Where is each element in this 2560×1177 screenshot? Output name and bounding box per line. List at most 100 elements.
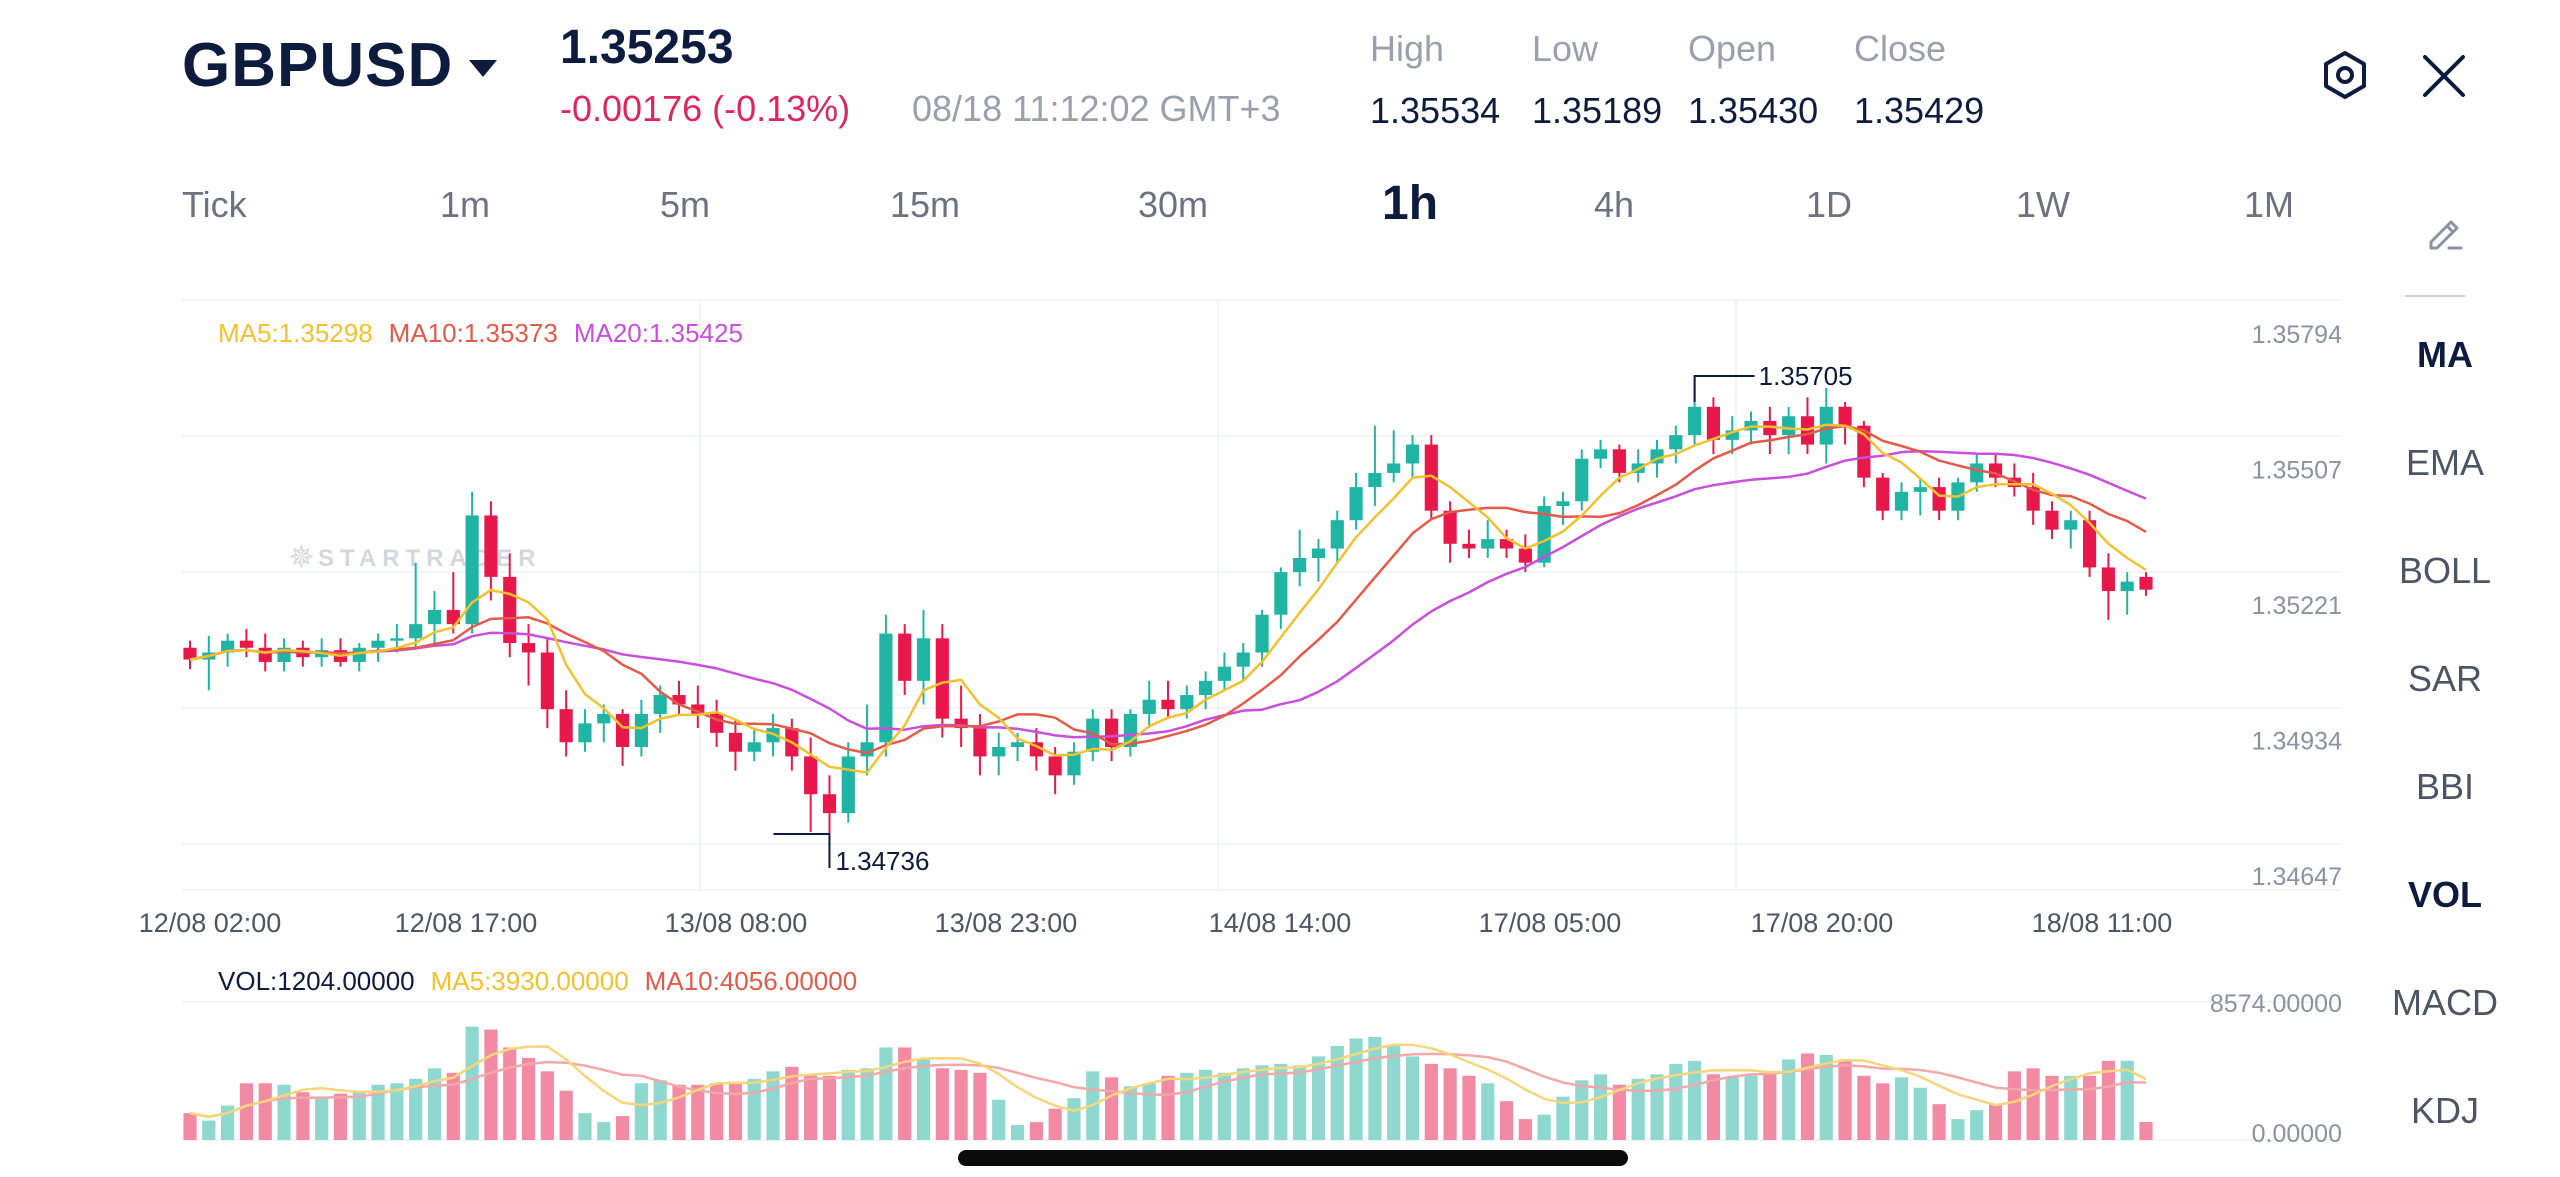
volume-bar: [1311, 1056, 1326, 1140]
candle-body: [221, 640, 235, 653]
vol-ma5-line: [189, 1043, 2147, 1119]
candle-body: [1086, 718, 1100, 752]
volume-bar: [521, 1057, 536, 1140]
ohlc-value: 1.35534: [1370, 90, 1501, 131]
tab-30m[interactable]: 30m: [1138, 184, 1209, 225]
watermark-text: STARTRADER: [318, 545, 542, 572]
close-button[interactable]: [2422, 54, 2466, 103]
candle-body: [1970, 463, 1984, 483]
volume-bar: [446, 1072, 460, 1140]
volume-bar: [1556, 1096, 1570, 1140]
candle-body: [1236, 652, 1250, 667]
volume-bar: [1857, 1075, 1871, 1140]
volume-bar: [1236, 1068, 1250, 1140]
candle-body: [672, 695, 686, 705]
candle-body: [1462, 543, 1476, 549]
candle-body: [1424, 444, 1438, 511]
candle-body: [1180, 695, 1194, 710]
candle-body: [954, 718, 968, 729]
candle-body: [1217, 666, 1232, 681]
tab-4h[interactable]: 4h: [1594, 184, 1635, 225]
indicator-ma[interactable]: MA: [2417, 334, 2473, 375]
candle-body: [2139, 576, 2153, 590]
volume-bar: [239, 1083, 254, 1140]
legend-vol: VOL:1204.00000: [218, 966, 415, 996]
volume-bar: [1669, 1063, 1683, 1140]
candle-body: [239, 640, 254, 648]
indicator-ema[interactable]: EMA: [2405, 442, 2484, 483]
volume-bar: [653, 1080, 667, 1140]
price-chart[interactable]: STARTRADER✵ 1.35794 1.35507 1.35221 1.34934 1…: [0, 290, 2360, 1160]
volume-bar: [1951, 1119, 1965, 1140]
candle-body: [1274, 572, 1288, 615]
candle-body: [1688, 406, 1702, 436]
candle-body: [1293, 557, 1307, 573]
indicator-bbi[interactable]: BBI: [2415, 766, 2475, 807]
candle-body: [2045, 510, 2059, 530]
ohlc-close: Close 1.35429: [1854, 28, 1984, 132]
volume-bar: [1424, 1063, 1438, 1140]
volume-bar: [1932, 1104, 1946, 1140]
volume-bar: [597, 1122, 611, 1140]
candle-body: [1349, 487, 1363, 521]
candle-body: [1894, 491, 1909, 511]
indicator-sar[interactable]: SAR: [2407, 658, 2483, 699]
volume-bar: [898, 1047, 912, 1140]
candle-body: [1556, 501, 1570, 507]
volume-bar: [634, 1083, 648, 1140]
tab-1h[interactable]: 1h: [1382, 177, 1439, 230]
high-marker-line: [1693, 375, 1755, 403]
indicator-vol[interactable]: VOL: [2407, 874, 2482, 915]
volume-bar: [1706, 1074, 1721, 1140]
candle-body: [578, 723, 592, 743]
tab-15m[interactable]: 15m: [890, 184, 961, 225]
candle-body: [1763, 420, 1777, 436]
ohlc-open: Open 1.35430: [1688, 28, 1818, 132]
volume-bar: [1142, 1083, 1156, 1140]
indicator-boll[interactable]: BOLL: [2398, 550, 2492, 591]
x-tick-label: 17/08 20:00: [1751, 908, 1894, 938]
candle-body: [409, 624, 423, 639]
volume-bar: [1161, 1075, 1175, 1140]
volume-bar: [1048, 1108, 1062, 1140]
ohlc-low: Low 1.35189: [1532, 28, 1662, 132]
volume-bar: [1913, 1087, 1927, 1140]
tab-1m-month[interactable]: 1M: [2244, 184, 2295, 225]
candle-body: [1725, 430, 1739, 440]
home-indicator: [958, 1150, 1628, 1166]
ma5-line: [189, 423, 2147, 774]
candle-body: [992, 746, 1006, 757]
tab-1d[interactable]: 1D: [1806, 184, 1853, 225]
settings-button[interactable]: [2320, 50, 2370, 105]
draw-tool-button[interactable]: [2360, 210, 2530, 263]
tab-tick[interactable]: Tick: [182, 184, 247, 225]
volume-bar: [1199, 1069, 1213, 1140]
candle-body: [258, 647, 272, 662]
candle-body: [521, 643, 536, 653]
volume-bar: [258, 1083, 272, 1140]
candle-body: [1443, 510, 1457, 544]
candle-body: [1518, 548, 1532, 563]
symbol-selector[interactable]: GBPUSD: [182, 30, 498, 101]
volume-bar: [2007, 1071, 2021, 1140]
candle-body: [390, 638, 404, 641]
tab-1m[interactable]: 1m: [440, 184, 491, 225]
volume-bar: [503, 1047, 517, 1140]
volume-bar: [1819, 1054, 1833, 1140]
volume-bar: [296, 1092, 310, 1140]
tab-1w[interactable]: 1W: [2016, 184, 2070, 225]
volume-bar: [841, 1069, 855, 1140]
y-tick-label: 1.34934: [2252, 727, 2342, 755]
candle-body: [183, 647, 197, 660]
legend-ma5: MA5:1.35298: [218, 318, 373, 348]
indicator-kdj[interactable]: KDJ: [2410, 1090, 2479, 1131]
tab-5m[interactable]: 5m: [660, 184, 711, 225]
y-tick-label: 1.35221: [2252, 592, 2342, 620]
volume-bar: [1010, 1125, 1025, 1140]
y-tick-label: 1.34647: [2252, 863, 2342, 891]
indicator-macd[interactable]: MACD: [2392, 982, 2498, 1023]
caret-down-icon: [469, 60, 498, 77]
volume-bar: [1481, 1083, 1495, 1140]
candle-body: [1311, 548, 1326, 558]
volume-bar: [1838, 1059, 1852, 1140]
